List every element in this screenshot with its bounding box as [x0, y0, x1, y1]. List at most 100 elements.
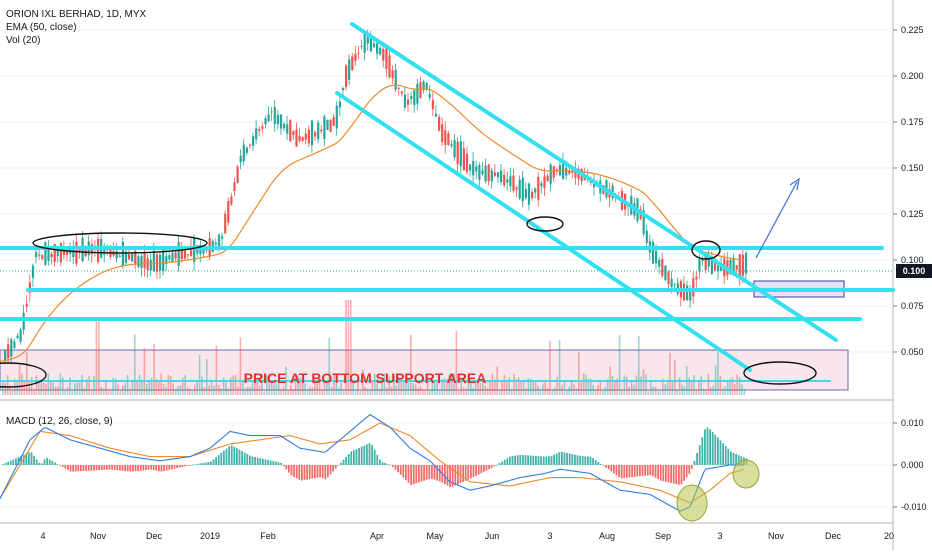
macd-legend[interactable]: MACD (12, 26, close, 9) [6, 416, 113, 427]
volume-bar [551, 390, 554, 395]
volume-bar [102, 388, 105, 395]
volume-bar [431, 373, 434, 395]
candle-body [710, 256, 713, 274]
volume-legend[interactable]: Vol (20) [6, 35, 41, 46]
volume-bar [558, 339, 561, 395]
symbol-legend[interactable]: ORION IXL BERHAD, 1D, MYX [6, 9, 147, 20]
volume-bar [654, 387, 657, 395]
volume-bar [376, 379, 378, 395]
volume-bar [28, 381, 30, 395]
time-tick-label: 2019 [200, 531, 220, 541]
volume-bar [201, 376, 203, 395]
candle-body [50, 253, 53, 258]
ema-legend[interactable]: EMA (50, close) [6, 22, 77, 33]
macd-histogram-bar [675, 465, 678, 485]
volume-bar [335, 383, 338, 395]
candle-body [273, 107, 276, 124]
volume-bar [585, 374, 587, 395]
volume-bar [690, 380, 693, 395]
macd-histogram-bar [329, 465, 332, 475]
macd-histogram-bar [220, 452, 223, 465]
volume-bar [522, 380, 525, 395]
volume-bar [424, 389, 426, 395]
volume-bar [306, 389, 309, 395]
candle-body [28, 282, 31, 293]
volume-bar [722, 388, 724, 395]
candle-body [75, 241, 78, 264]
macd-histogram-bar [147, 465, 150, 470]
candle-body [741, 254, 744, 276]
candle-body [732, 258, 735, 275]
macd-histogram-bar [59, 465, 61, 466]
volume-bar [141, 379, 143, 395]
macd-histogram-bar [22, 454, 25, 465]
macd-histogram-bar [587, 456, 589, 465]
volume-bar [510, 389, 513, 395]
candle-body [503, 175, 506, 186]
volume-bar [638, 335, 640, 395]
candle-body [419, 82, 422, 99]
candle-body [692, 278, 695, 297]
volume-bar [210, 379, 213, 395]
candle-body [97, 238, 100, 263]
macd-histogram-bar [74, 465, 77, 472]
macd-histogram-bar [615, 465, 618, 476]
volume-bar [263, 390, 266, 395]
volume-bar [623, 375, 626, 395]
volume-bar [606, 379, 609, 395]
candle-body [400, 91, 403, 94]
volume-bar [110, 390, 112, 395]
macd-histogram-bar [90, 465, 93, 471]
macd-histogram-bar [407, 465, 410, 483]
macd-histogram-bar [353, 450, 355, 465]
macd-histogram-bar [173, 465, 176, 469]
volume-bar [549, 340, 551, 395]
volume-bar [81, 374, 83, 395]
macd-histogram-bar [454, 465, 457, 486]
volume-bar [218, 384, 220, 395]
volume-bar [174, 389, 177, 395]
volume-bar [455, 330, 458, 395]
macd-histogram-bar [701, 437, 704, 465]
candle-body [143, 251, 146, 269]
volume-bar [693, 374, 695, 395]
volume-bar [542, 383, 544, 395]
candle-body [698, 259, 701, 272]
macd-histogram-bar [308, 465, 311, 480]
candle-body [496, 172, 500, 178]
volume-bar [400, 378, 402, 395]
macd-histogram-bar [670, 465, 672, 483]
volume-bar [671, 380, 674, 395]
macd-histogram-bar [613, 465, 615, 474]
volume-bar [189, 388, 191, 395]
volume-bar [143, 347, 146, 395]
candle-body [379, 47, 382, 55]
macd-histogram-bar [132, 465, 134, 472]
macd-histogram-bar [485, 465, 488, 471]
macd-histogram-bar [527, 455, 529, 465]
macd-histogram-bar [545, 456, 548, 465]
candle-body [410, 95, 413, 100]
candle-body [521, 177, 524, 202]
macd-histogram-bar [509, 456, 511, 465]
macd-histogram-bar [277, 462, 280, 465]
volume-bar [261, 373, 263, 395]
candle-body [717, 265, 720, 272]
volume-bar [467, 376, 470, 395]
candle-body [527, 183, 531, 205]
price-tick-label: 0.200 [901, 71, 924, 81]
volume-bar [215, 345, 218, 395]
candle-body [162, 248, 165, 271]
volume-bar [114, 378, 117, 395]
macd-histogram-bar [376, 454, 379, 465]
volume-bar [170, 376, 172, 395]
candle-body [146, 258, 149, 271]
volume-bar [446, 379, 448, 395]
macd-histogram-bar [607, 465, 610, 470]
macd-histogram-bar [418, 465, 420, 483]
volume-bar [602, 390, 604, 395]
candle-body [642, 210, 645, 234]
candle-body [168, 255, 171, 260]
volume-bar [234, 375, 237, 395]
volume-bar [498, 389, 501, 395]
